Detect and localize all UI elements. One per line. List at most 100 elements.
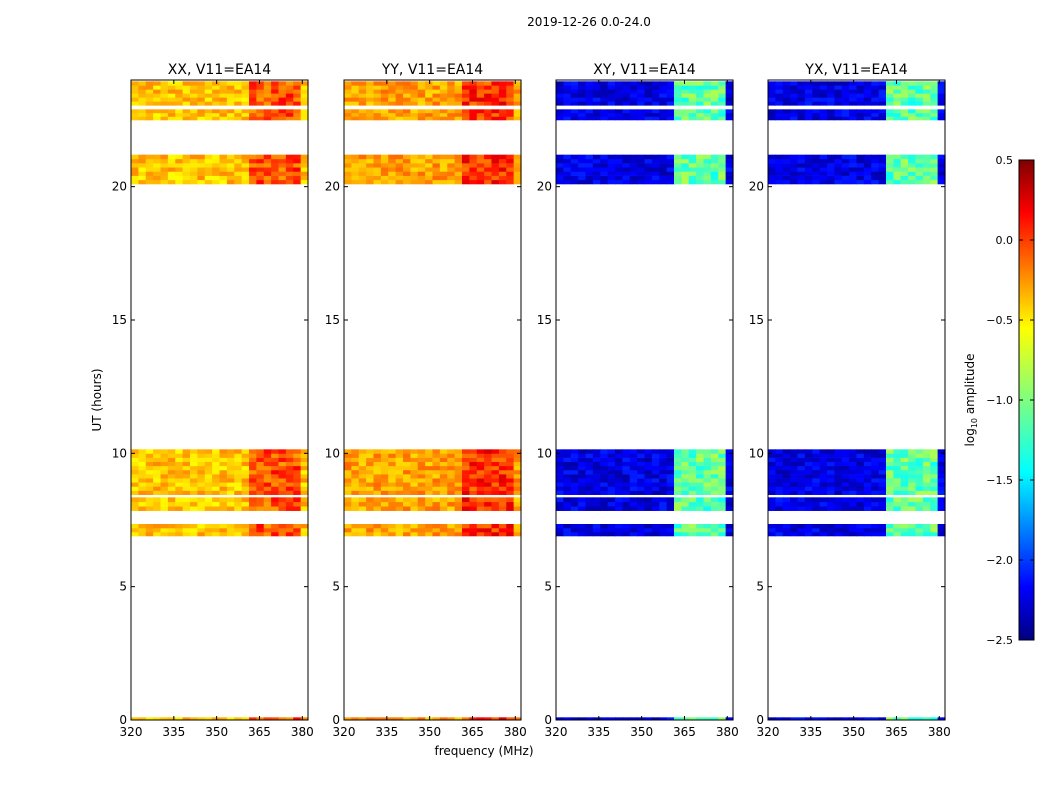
heatmap-cell [131,524,139,529]
heatmap-cell [256,449,265,454]
y-tick-label: 15 [537,313,552,327]
heatmap-cell [915,81,924,86]
colorbar-tick-label: −2.5 [986,634,1013,647]
heatmap-cell [696,486,705,491]
heatmap-cell [131,171,139,176]
heatmap-cell [145,457,154,462]
heatmap-cell [153,501,162,507]
heatmap-cell [513,167,522,172]
heatmap-cell [878,449,887,454]
heatmap-cell [344,457,352,462]
heatmap-cell [388,112,397,117]
heatmap-cell [688,163,697,168]
heatmap-cell [226,497,235,503]
heatmap-cell [212,112,221,117]
heatmap-cell [834,97,843,102]
heatmap-cell [629,109,638,114]
heatmap-cell [175,474,184,479]
heatmap-cell [937,93,946,98]
heatmap-cell [160,175,169,181]
heatmap-cell [710,453,719,458]
heatmap-cell [718,469,727,475]
heatmap-cell [131,167,139,172]
heatmap-cell [249,101,257,106]
heatmap-cell [271,449,280,454]
heatmap-cell [775,474,784,479]
heatmap-cell [797,101,806,106]
heatmap-cell [915,461,924,467]
heatmap-cell [226,171,235,176]
heatmap-cell [856,486,865,491]
heatmap-cell [841,486,850,491]
heatmap-cell [271,461,280,467]
heatmap-cell [506,167,515,172]
heatmap-cell [145,81,154,86]
heatmap-cell [131,469,139,475]
heatmap-cell [797,97,806,102]
heatmap-cell [819,167,828,172]
heatmap-cell [484,167,493,172]
heatmap-cell [462,109,470,114]
heatmap-cell [234,465,243,471]
heatmap-cell [790,469,799,475]
y-tick-label: 5 [119,580,127,594]
heatmap-cell [856,171,865,176]
y-tick-label: 10 [537,446,552,460]
heatmap-cell [812,482,821,487]
heatmap-cell [380,93,389,98]
heatmap-cell [249,81,257,86]
heatmap-cell [900,474,909,479]
heatmap-cell [469,167,478,172]
heatmap-cell [160,501,169,507]
heatmap-cell [841,175,850,181]
heatmap-cell [388,486,397,491]
heatmap-cell [145,465,154,471]
heatmap-cell [366,497,375,503]
heatmap-cell [256,109,265,114]
heatmap-cell [462,457,470,462]
heatmap-cell [834,469,843,475]
heatmap-cell [819,457,828,462]
heatmap-cell [447,469,456,475]
heatmap-cell [804,717,813,721]
heatmap-cell [782,93,791,98]
heatmap-cell [607,528,616,533]
heatmap-cell [175,167,184,172]
heatmap-cell [637,97,646,102]
heatmap-cell [300,457,309,462]
heatmap-cell [651,524,660,529]
heatmap-cell [900,465,909,471]
heatmap-cell [710,465,719,471]
heatmap-cell [644,474,653,479]
heatmap-cell [775,97,784,102]
heatmap-cell [666,93,675,98]
heatmap-cell [271,717,280,721]
heatmap-cell [417,524,426,529]
heatmap-cell [915,93,924,98]
heatmap-cell [696,101,705,106]
heatmap-cell [219,532,228,537]
heatmap-cell [718,717,727,721]
heatmap-cell [506,93,515,98]
heatmap-cell [797,167,806,172]
heatmap-cell [622,89,631,94]
heatmap-cell [878,97,887,102]
heatmap-cell [190,81,198,86]
heatmap-cell [592,528,601,533]
heatmap-cell [160,171,169,176]
heatmap-cell [506,490,515,495]
heatmap-cell [797,453,806,458]
heatmap-cell [856,81,865,86]
heatmap-cell [585,89,594,94]
heatmap-cell [856,85,865,90]
heatmap-cell [160,116,169,121]
heatmap-cell [476,453,485,458]
heatmap-cell [204,474,213,479]
heatmap-cell [366,486,375,491]
heatmap-cell [175,449,184,454]
heatmap-cell [197,501,206,507]
heatmap-cell [167,449,176,454]
heatmap-cell [498,497,507,503]
heatmap-cell [790,85,799,90]
